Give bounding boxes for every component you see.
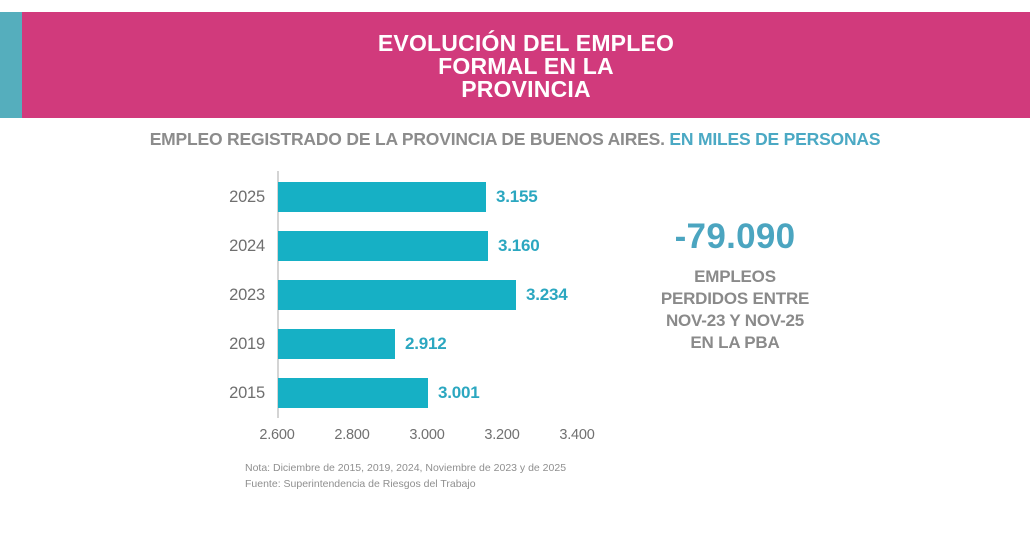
footnote-note: Nota: Diciembre de 2015, 2019, 2024, Nov… (245, 462, 567, 474)
footnote-source: Fuente: Superintendencia de Riesgos del … (245, 477, 476, 490)
chart-subtitle: EMPLEO REGISTRADO DE LA PROVINCIA DE BUE… (0, 129, 1030, 150)
bar (278, 231, 488, 261)
bar (278, 182, 486, 212)
bar (278, 280, 516, 310)
x-tick-label: 2.600 (259, 427, 295, 443)
footnote: Nota: Diciembre de 2015, 2019, 2024, Nov… (245, 461, 566, 492)
callout-panel: -79.090 EMPLEOS PERDIDOS ENTRE NOV-23 Y … (625, 217, 845, 354)
category-label: 2023 (229, 286, 265, 304)
header-band: EVOLUCIÓN DEL EMPLEO FORMAL EN LA PROVIN… (22, 12, 1030, 118)
category-label: 2015 (229, 384, 265, 402)
category-label: 2024 (229, 237, 265, 255)
value-label: 3.155 (496, 187, 538, 206)
value-label: 3.160 (498, 236, 540, 255)
chart-subtitle-highlight: EN MILES DE PERSONAS (669, 129, 881, 149)
bar (278, 329, 395, 359)
x-tick-label: 3.200 (484, 427, 520, 443)
page-title: EVOLUCIÓN DEL EMPLEO FORMAL EN LA PROVIN… (377, 29, 675, 102)
accent-square (0, 12, 22, 118)
value-label: 3.001 (438, 383, 480, 402)
x-tick-label: 3.000 (409, 427, 445, 443)
value-label: 3.234 (526, 285, 568, 304)
chart-subtitle-main: EMPLEO REGISTRADO DE LA PROVINCIA DE BUE… (149, 129, 670, 149)
x-tick-label: 3.400 (559, 427, 595, 443)
x-tick-label: 2.800 (334, 427, 370, 443)
callout-number: -79.090 (674, 217, 796, 256)
callout-text: EMPLEOS PERDIDOS ENTRE NOV-23 Y NOV-25 E… (660, 267, 810, 352)
bar (278, 378, 428, 408)
category-label: 2025 (229, 188, 265, 206)
category-label: 2019 (229, 335, 265, 353)
value-label: 2.912 (405, 334, 447, 353)
